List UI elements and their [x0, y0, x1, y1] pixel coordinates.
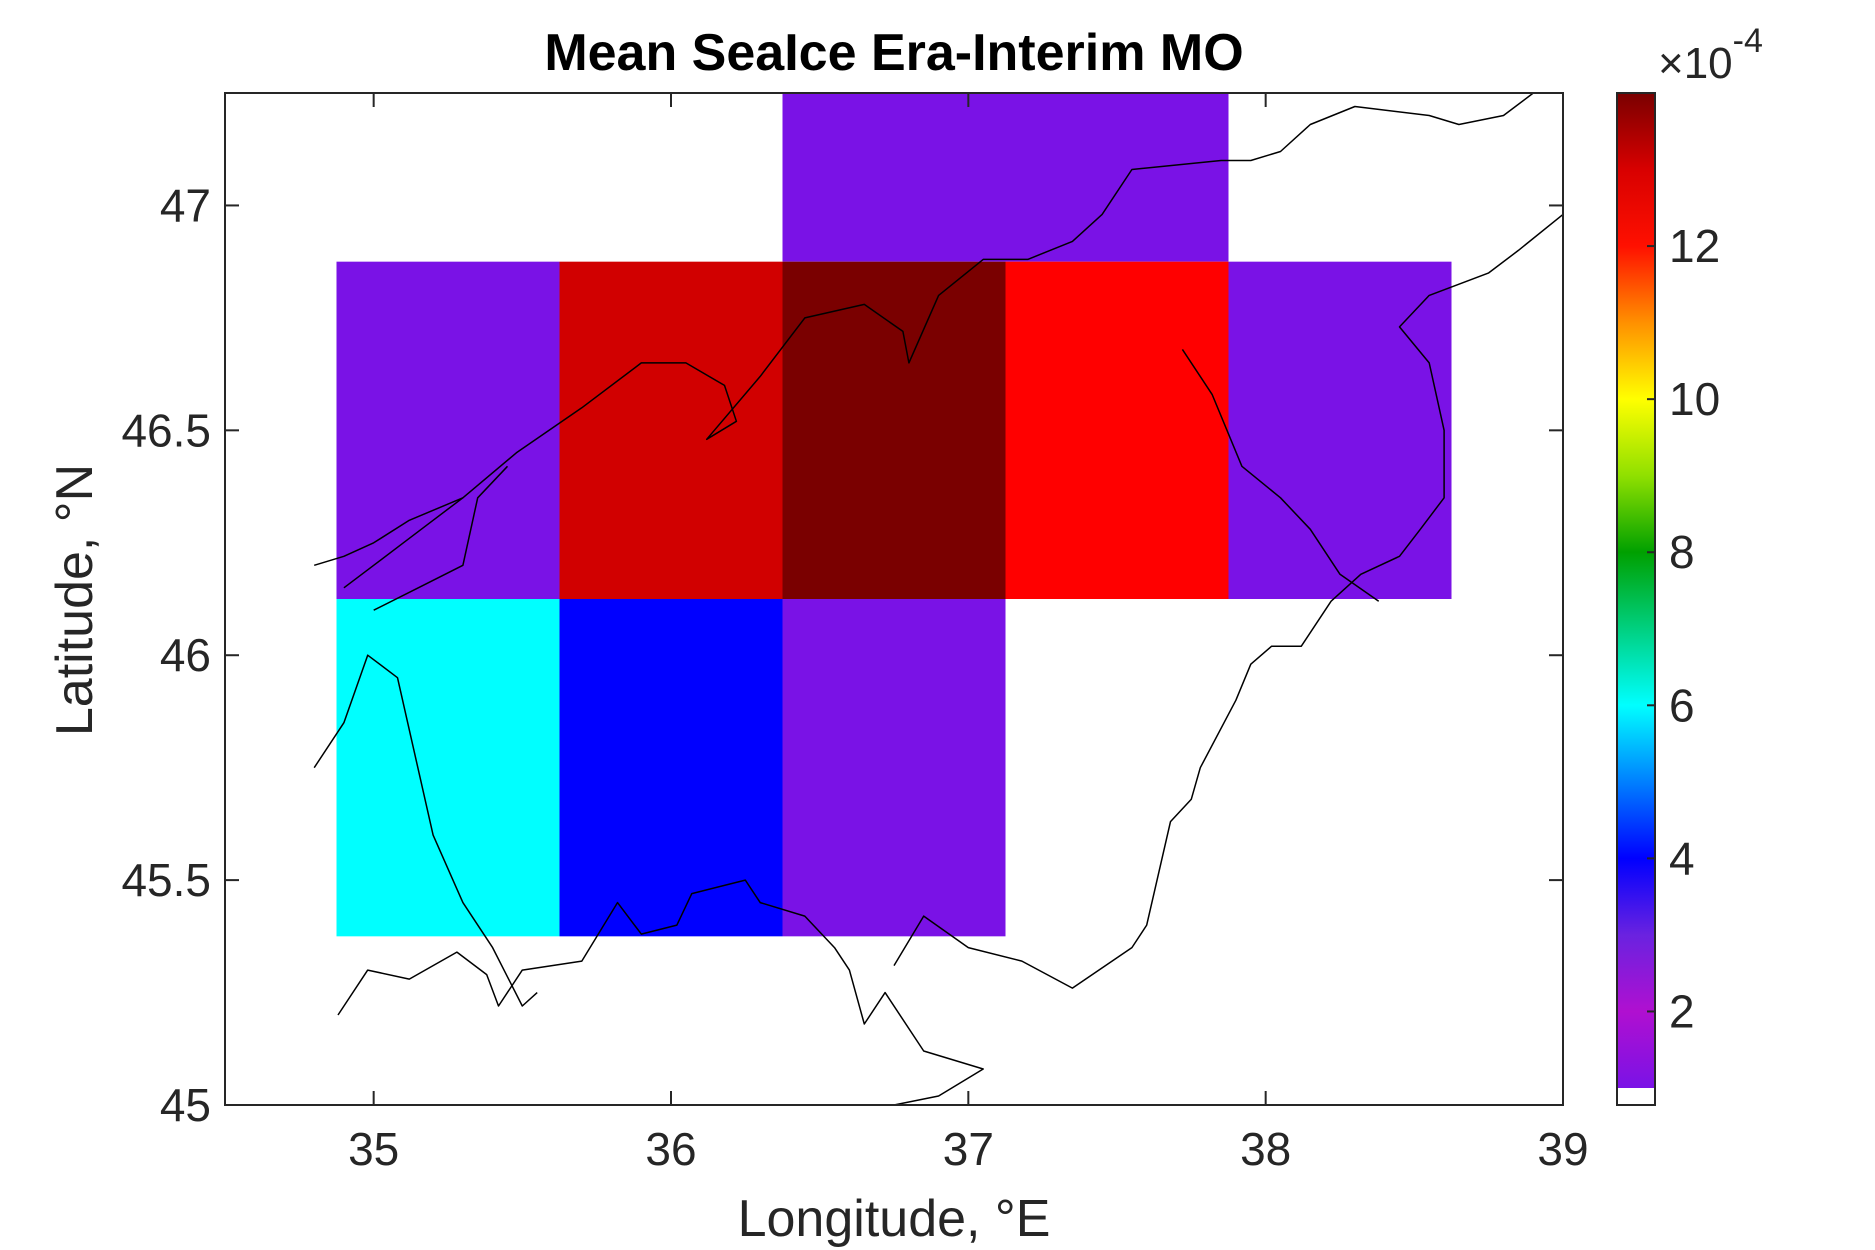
- y-axis-label: Latitude, °N: [46, 464, 104, 736]
- colorbar-tick-label: 2: [1669, 985, 1695, 1037]
- y-axis-ticks: 45 45.5 46 46.5 47: [121, 179, 1563, 1131]
- coastline: [313, 93, 1563, 567]
- colorbar-nodata-swatch: [1617, 1088, 1655, 1105]
- x-axis-label: Longitude, °E: [738, 1190, 1051, 1248]
- colorbar-tick-label: 8: [1669, 526, 1695, 578]
- chart-title: Mean SeaIce Era-Interim MO: [544, 24, 1243, 82]
- heatmap-cells: [336, 93, 1452, 937]
- colorbar-tick-label: 6: [1669, 679, 1695, 731]
- colorbar-tick-label: 4: [1669, 832, 1695, 884]
- colorbar: 2 4 6 8 10 12 ×10-4: [1616, 22, 1763, 1106]
- heatmap-cell: [782, 599, 1006, 937]
- x-tick-label: 36: [645, 1123, 696, 1175]
- x-tick-label: 39: [1537, 1123, 1588, 1175]
- colorbar-gradient: [1617, 93, 1655, 1088]
- x-tick-label: 38: [1240, 1123, 1291, 1175]
- y-tick-label: 47: [160, 179, 211, 231]
- x-tick-label: 37: [943, 1123, 994, 1175]
- heatmap-cell: [559, 261, 783, 599]
- heatmap-cell: [782, 93, 1006, 262]
- coastline: [893, 213, 1563, 989]
- plot-area: 35 36 37 38 39 45 45.5 46 46.5 47: [121, 92, 1589, 1175]
- colorbar-frame: [1616, 92, 1656, 1106]
- plot-frame: [224, 92, 1564, 1106]
- coastline: [313, 654, 538, 1007]
- y-tick-label: 46: [160, 629, 211, 681]
- coastline: [343, 497, 464, 589]
- heatmap-cell: [1005, 93, 1229, 262]
- heatmap-cell: [336, 261, 560, 599]
- colorbar-exponent-base: ×10: [1658, 39, 1733, 88]
- coastline: [1181, 348, 1380, 602]
- heatmap-cell: [1228, 261, 1452, 599]
- heatmap-cell: [1005, 261, 1229, 599]
- y-tick-label: 45.5: [121, 854, 211, 906]
- x-axis-ticks: 35 36 37 38 39: [348, 93, 1589, 1175]
- heatmap-cell: [782, 261, 1006, 599]
- colorbar-exponent: ×10-4: [1658, 22, 1763, 88]
- x-tick-label: 35: [348, 1123, 399, 1175]
- heatmap-cell: [336, 599, 560, 937]
- coastline: [373, 465, 509, 611]
- coastline-layer: [313, 93, 1563, 1105]
- y-tick-label: 45: [160, 1079, 211, 1131]
- colorbar-tick-label: 10: [1669, 373, 1720, 425]
- colorbar-ticks: 2 4 6 8 10 12: [1647, 220, 1720, 1037]
- y-tick-label: 46.5: [121, 404, 211, 456]
- colorbar-tick-label: 12: [1669, 220, 1720, 272]
- colorbar-exponent-power: -4: [1733, 22, 1763, 60]
- coastline: [337, 879, 984, 1105]
